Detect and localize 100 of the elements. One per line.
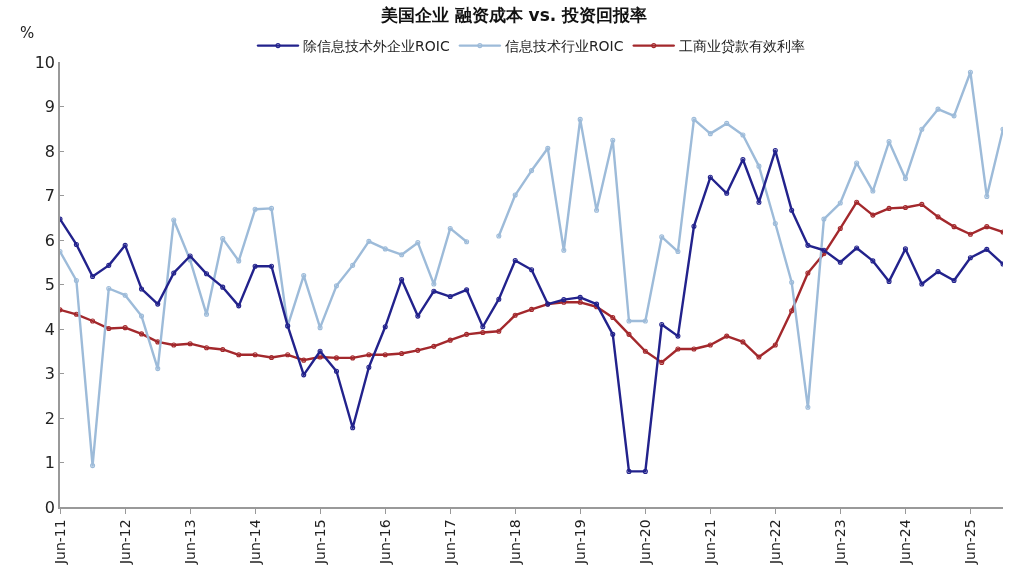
point xyxy=(626,318,632,324)
point xyxy=(73,241,79,247)
point xyxy=(967,69,973,75)
point xyxy=(366,238,372,244)
point xyxy=(919,126,925,132)
point xyxy=(577,294,583,300)
point xyxy=(399,350,405,357)
x-tick-label: Jun-25 xyxy=(961,519,978,566)
point xyxy=(902,176,908,182)
point xyxy=(220,284,226,290)
point xyxy=(805,270,811,276)
point xyxy=(577,116,583,122)
point xyxy=(512,312,518,318)
point xyxy=(577,299,583,305)
point xyxy=(610,137,616,143)
point xyxy=(594,207,600,213)
point xyxy=(366,364,372,370)
point xyxy=(610,314,616,320)
point xyxy=(268,205,275,211)
point xyxy=(707,131,713,137)
point xyxy=(529,168,535,174)
point xyxy=(984,246,990,252)
point xyxy=(203,345,210,351)
point xyxy=(659,359,665,365)
point xyxy=(789,207,795,213)
point xyxy=(886,278,892,284)
point xyxy=(935,106,941,112)
point xyxy=(512,192,518,198)
point xyxy=(870,212,876,218)
point xyxy=(122,292,128,298)
x-tick-label: Jun-13 xyxy=(181,519,198,566)
point xyxy=(756,163,762,169)
point xyxy=(301,273,307,279)
point xyxy=(317,354,323,360)
point xyxy=(333,283,340,289)
point xyxy=(122,242,128,248)
y-tick-label: 8 xyxy=(44,141,56,161)
point xyxy=(155,339,161,345)
point xyxy=(122,325,128,331)
point xyxy=(659,234,665,240)
point xyxy=(659,322,665,328)
point xyxy=(236,258,242,264)
point xyxy=(138,286,145,292)
point xyxy=(707,342,713,348)
point xyxy=(399,277,405,283)
point xyxy=(610,331,616,337)
point xyxy=(382,324,388,330)
point xyxy=(236,303,242,309)
point xyxy=(675,249,681,255)
y-tick-label: 2 xyxy=(44,408,56,428)
point xyxy=(772,342,778,348)
x-tick-label: Jun-21 xyxy=(701,519,718,566)
x-tick-label: Jun-14 xyxy=(246,519,263,566)
point xyxy=(854,199,860,205)
point xyxy=(447,337,453,343)
point xyxy=(675,333,681,339)
x-tick-label: Jun-16 xyxy=(376,519,393,566)
point xyxy=(740,339,746,345)
point xyxy=(919,201,925,207)
point xyxy=(707,174,713,180)
point xyxy=(333,355,340,361)
point xyxy=(155,301,161,307)
point xyxy=(545,145,551,151)
point xyxy=(626,331,632,337)
point xyxy=(171,217,177,223)
x-tick-label: Jun-15 xyxy=(311,519,328,566)
point xyxy=(317,325,323,331)
point xyxy=(837,259,843,265)
point xyxy=(496,328,502,334)
point xyxy=(740,156,746,163)
x-tick-label: Jun-17 xyxy=(441,519,458,566)
point xyxy=(984,224,990,230)
point xyxy=(886,205,892,211)
point xyxy=(90,463,96,469)
point xyxy=(821,216,827,222)
point xyxy=(529,306,535,312)
y-tick-label: 7 xyxy=(44,186,56,206)
point xyxy=(171,342,177,348)
x-tick-label: Jun-23 xyxy=(831,519,848,566)
point xyxy=(919,281,925,287)
point xyxy=(935,269,941,275)
y-axis-title: % xyxy=(20,24,35,42)
point xyxy=(561,247,567,253)
chart-title: 美国企业 融资成本 vs. 投资回报率 xyxy=(379,4,648,25)
point xyxy=(480,330,486,336)
point xyxy=(935,214,941,220)
point xyxy=(854,160,860,166)
point xyxy=(73,311,79,317)
point xyxy=(886,139,892,145)
point xyxy=(155,366,161,372)
legend-label: 信息技术行业ROIC xyxy=(504,38,624,55)
point xyxy=(642,318,648,324)
point xyxy=(236,352,242,358)
point xyxy=(837,200,843,206)
line-series xyxy=(60,199,1003,365)
point xyxy=(447,293,453,300)
point xyxy=(789,279,795,285)
point xyxy=(496,233,502,239)
point xyxy=(496,296,502,302)
point xyxy=(870,258,876,264)
